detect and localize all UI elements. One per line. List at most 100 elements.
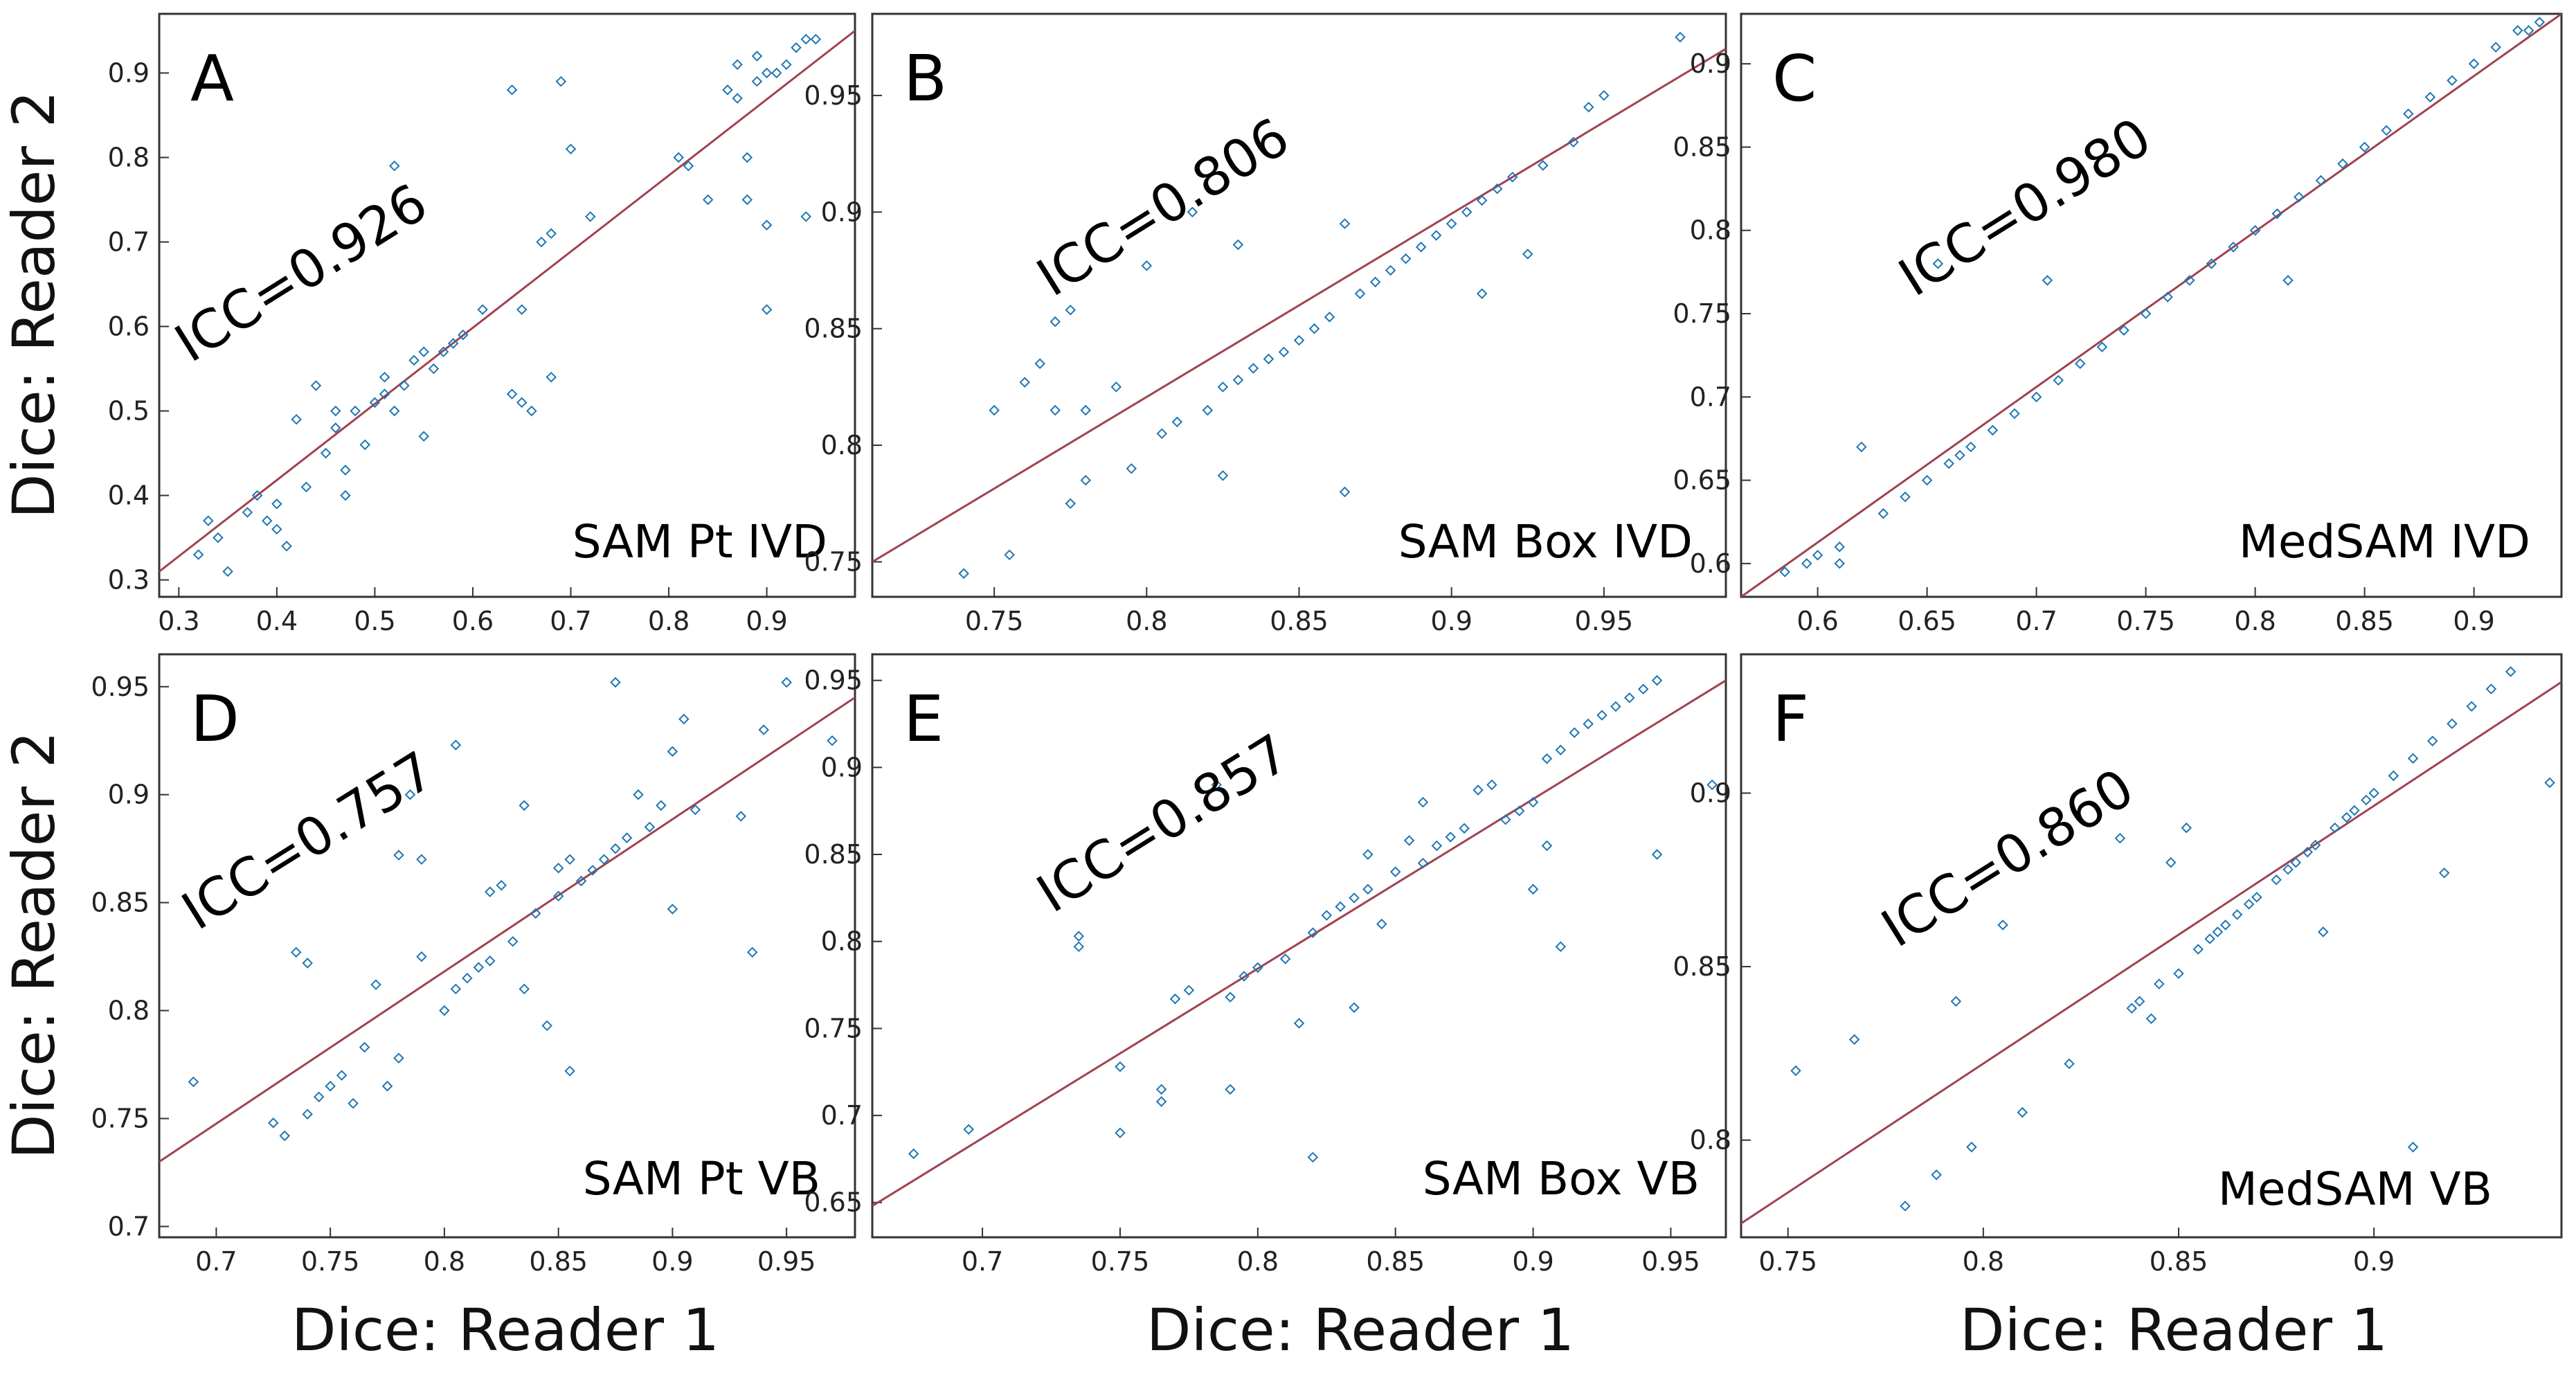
data-point (2145, 1013, 2157, 1025)
plot-area (159, 676, 855, 1163)
data-point (1034, 358, 1045, 369)
data-point (1966, 1141, 1977, 1153)
data-point (1376, 918, 1387, 930)
y-axis-title-top: Dice: Reader 2 (0, 91, 68, 519)
data-point (1931, 1169, 1942, 1181)
data-point (1155, 1096, 1167, 1107)
data-point (1987, 424, 1999, 436)
data-point (330, 405, 341, 417)
data-point (381, 1080, 393, 1092)
data-point (251, 490, 263, 501)
data-point (477, 304, 488, 315)
data-point (1080, 404, 1092, 416)
fit-line (872, 679, 1726, 1208)
data-point (2361, 794, 2372, 806)
data-point (2042, 275, 2053, 286)
data-point (1513, 805, 1525, 816)
data-point (439, 1005, 450, 1016)
plot-frame (871, 653, 1727, 1239)
data-point (379, 388, 390, 400)
data-point (1239, 971, 1250, 982)
data-point (1211, 779, 1222, 791)
data-point (271, 498, 282, 510)
x-tick-label: 0.8 (424, 1246, 465, 1277)
data-point (810, 33, 822, 45)
y-tick-label: 0.85 (1673, 132, 1731, 162)
data-point (2173, 968, 2184, 979)
data-point (761, 67, 773, 79)
data-point (1610, 701, 1621, 712)
data-point (565, 143, 577, 155)
data-point (722, 84, 733, 96)
data-point (2126, 1003, 2138, 1014)
data-point (1115, 1061, 1126, 1073)
data-point (1476, 288, 1488, 299)
data-point (388, 160, 400, 172)
x-tick-label: 0.3 (158, 606, 199, 636)
data-point (369, 397, 381, 409)
data-point (800, 33, 812, 45)
data-point (2162, 291, 2173, 303)
x-tick-label: 0.7 (195, 1246, 237, 1277)
data-point (1500, 814, 1511, 825)
y-tick-label: 0.9 (1690, 48, 1731, 79)
data-point (1877, 508, 1889, 519)
data-point (1349, 1002, 1360, 1014)
data-point (2271, 208, 2282, 219)
data-point (496, 879, 507, 891)
data-point (192, 549, 204, 560)
panel-letter: B (903, 42, 947, 116)
data-point (2096, 341, 2108, 352)
data-point (1141, 260, 1153, 271)
method-label: SAM Pt VB (583, 1152, 820, 1205)
data-point (2134, 996, 2145, 1007)
data-point (2064, 1058, 2075, 1070)
data-point (1278, 346, 1290, 358)
data-point (302, 1109, 313, 1120)
data-point (1217, 382, 1229, 393)
data-point (683, 160, 694, 172)
data-point (2359, 141, 2370, 153)
data-point (2534, 17, 2546, 28)
plot-area (1741, 14, 2561, 597)
data-point (546, 371, 557, 383)
y-tick-label: 0.85 (91, 888, 150, 918)
y-tick-label: 0.75 (804, 546, 863, 577)
data-point (416, 854, 427, 865)
data-point (450, 983, 462, 995)
data-point (1202, 404, 1214, 416)
data-point (2228, 242, 2239, 253)
data-point (416, 951, 427, 962)
data-point (2505, 666, 2516, 677)
data-point (2053, 375, 2064, 386)
data-point (1050, 316, 1061, 327)
y-tick-label: 0.85 (804, 839, 863, 870)
data-point (1486, 779, 1497, 791)
x-tick-label: 0.85 (1270, 606, 1328, 636)
plot-area (872, 674, 1726, 1208)
data-point (1050, 404, 1061, 416)
x-tick-label: 0.7 (2015, 606, 2057, 636)
x-tick-label: 0.8 (648, 606, 690, 636)
data-point (758, 724, 769, 735)
data-point (1900, 1201, 1911, 1212)
data-point (546, 228, 557, 240)
data-point (399, 380, 410, 391)
x-tick-label: 0.75 (2116, 606, 2175, 636)
data-point (281, 541, 292, 552)
data-point (507, 935, 519, 947)
y-tick-label: 0.9 (1690, 778, 1731, 808)
x-tick-label: 0.4 (256, 606, 298, 636)
data-point (379, 371, 390, 383)
data-point (1954, 449, 1965, 461)
data-point (2212, 926, 2224, 937)
data-point (213, 532, 224, 544)
panel-a: 0.3 0.4 0.5 0.6 0.7 0.8 0.9 0.3 0.4 0.5 0.6 0.7 0.8 0… (108, 12, 856, 636)
data-point (1324, 312, 1335, 323)
data-point (2181, 822, 2192, 834)
data-point (536, 236, 547, 248)
data-point (506, 388, 518, 400)
data-point (958, 568, 969, 580)
data-point (1335, 901, 1346, 913)
data-point (552, 862, 564, 874)
